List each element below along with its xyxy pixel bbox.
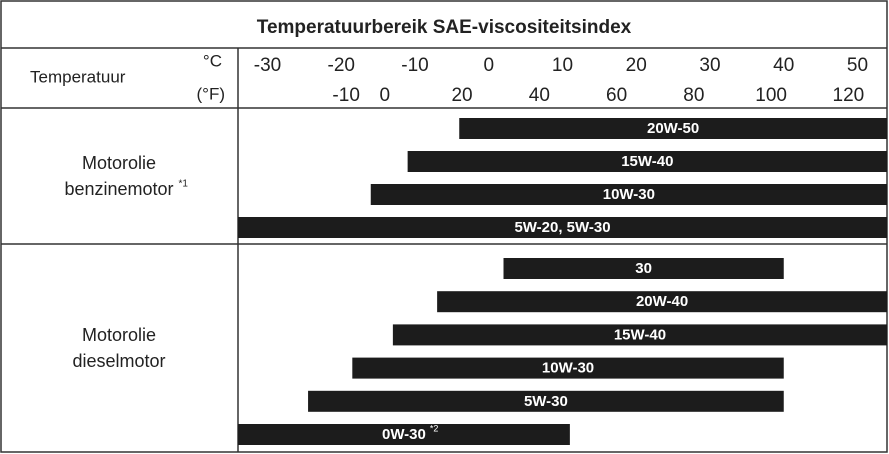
- bar-label: 5W-20, 5W-30: [514, 219, 610, 236]
- bar-label: 15W-40: [621, 153, 673, 170]
- unit-c: °C: [203, 51, 222, 70]
- bar-label: 0W-30: [382, 426, 426, 443]
- x2-tick-label: 20: [451, 85, 472, 106]
- range-bar: [392, 324, 887, 346]
- bar-label: 10W-30: [542, 360, 594, 377]
- bar-label: 20W-50: [647, 120, 699, 137]
- x-tick-label: 0: [483, 55, 494, 76]
- x2-tick-label: 120: [833, 85, 865, 106]
- range-bar: [308, 390, 784, 412]
- bar-label: 20W-40: [636, 293, 688, 310]
- range-bar: [503, 258, 784, 279]
- group-label: Motorolie: [82, 153, 156, 173]
- range-bar: [238, 424, 570, 445]
- row-header: Temperatuur: [30, 67, 126, 86]
- footnote-mark: *1: [179, 179, 189, 190]
- unit-f: (°F): [196, 84, 225, 103]
- bar-label: 30: [635, 260, 652, 277]
- range-bar: [459, 118, 887, 139]
- x2-tick-label: -10: [332, 85, 359, 106]
- x-tick-label: 30: [699, 55, 720, 76]
- group-label: Motorolie: [82, 325, 156, 345]
- x-tick-label: 50: [847, 55, 868, 76]
- x-tick-label: 10: [552, 55, 573, 76]
- group-label: benzinemotor: [64, 179, 173, 199]
- range-bar: [407, 151, 887, 172]
- range-bar: [370, 184, 887, 205]
- x-tick-label: 40: [773, 55, 794, 76]
- x-tick-label: -30: [254, 55, 281, 76]
- x2-tick-label: 0: [380, 85, 391, 106]
- bar-label: 10W-30: [603, 186, 655, 203]
- x2-tick-label: 80: [683, 85, 704, 106]
- chart-title: Temperatuurbereik SAE-viscositeitsindex: [257, 17, 632, 38]
- x-tick-label: -20: [328, 55, 355, 76]
- group-label: dieselmotor: [72, 351, 165, 371]
- x2-tick-label: 40: [529, 85, 550, 106]
- range-bar: [352, 357, 784, 379]
- bar-label: 5W-30: [524, 393, 568, 410]
- x-tick-label: 20: [626, 55, 647, 76]
- x-tick-label: -10: [401, 55, 428, 76]
- x2-tick-label: 100: [755, 85, 787, 106]
- bar-label: 15W-40: [614, 326, 666, 343]
- x2-tick-label: 60: [606, 85, 627, 106]
- footnote-mark: *2: [430, 423, 439, 433]
- range-bar: [437, 291, 887, 313]
- range-bar: [238, 217, 887, 238]
